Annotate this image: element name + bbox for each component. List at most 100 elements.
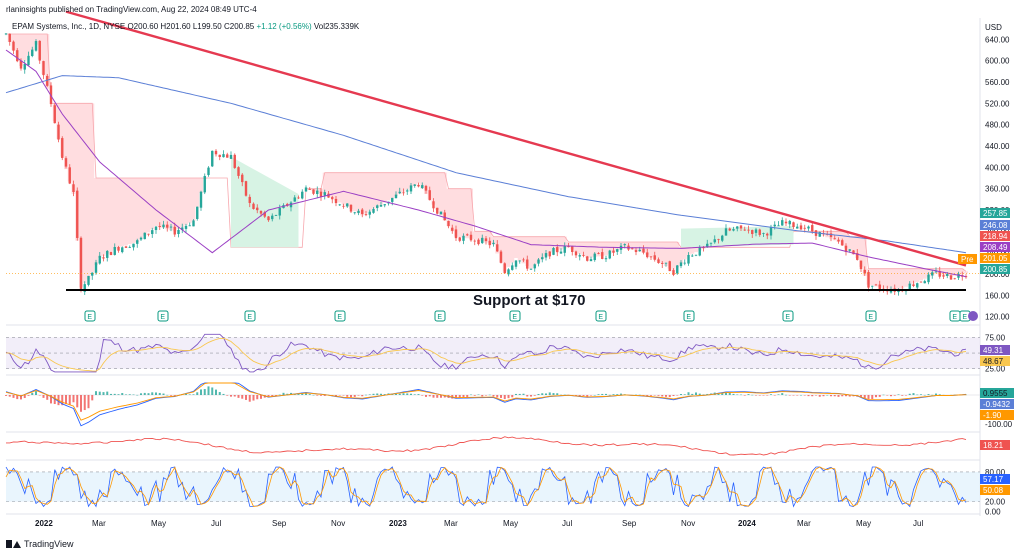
macd-histogram-bar	[413, 394, 416, 395]
macd-histogram-bar	[267, 395, 270, 398]
candle-body	[601, 252, 604, 259]
candle-body	[908, 283, 911, 291]
candle-body	[391, 197, 394, 202]
candle-body	[503, 263, 506, 274]
macd-histogram-bar	[785, 394, 787, 396]
macd-histogram-bar	[650, 395, 652, 396]
time-axis-tick: Sep	[272, 519, 287, 528]
macd-histogram-bar	[653, 395, 656, 396]
stoch-label-badge	[980, 485, 1010, 495]
macd-histogram-bar	[125, 394, 127, 395]
macd-histogram-bar	[736, 394, 739, 396]
macd-histogram-bar	[740, 394, 742, 396]
macd-histogram-bar	[230, 395, 232, 397]
macd-histogram-bar	[237, 395, 240, 398]
currency-label[interactable]: USD	[985, 23, 1002, 32]
candle-body	[788, 220, 791, 225]
macd-histogram-bar	[668, 395, 671, 398]
candle-body	[488, 240, 491, 246]
candle-body	[432, 201, 435, 209]
macd-histogram-bar	[691, 393, 694, 395]
earnings-marker-label: E	[437, 314, 442, 321]
macd-histogram-bar	[777, 394, 780, 395]
macd-histogram-bar	[590, 395, 592, 396]
candle-body	[8, 33, 11, 42]
candle-body	[143, 232, 146, 240]
candle-body	[784, 221, 788, 224]
macd-histogram-bar	[841, 395, 844, 397]
macd-histogram-bar	[717, 393, 720, 395]
macd-histogram-bar	[207, 386, 210, 395]
candle-body	[226, 154, 229, 158]
earnings-marker-label: E	[160, 314, 165, 321]
macd-histogram-bar	[297, 394, 300, 395]
candle-body	[109, 252, 113, 256]
candle-body	[368, 211, 371, 215]
candle-body	[428, 190, 431, 201]
candle-body	[859, 260, 863, 270]
rsi-signal-line	[5, 337, 967, 372]
candle-body	[91, 272, 94, 276]
candle-body	[889, 289, 893, 293]
earnings-marker-icon	[865, 310, 877, 322]
pre-market-badge	[958, 254, 977, 264]
tradingview-footer[interactable]: TradingView	[6, 539, 74, 549]
candle-body	[544, 253, 548, 258]
macd-histogram-bar	[766, 395, 769, 396]
macd-histogram-bar	[815, 395, 817, 396]
macd-histogram-bar	[683, 394, 686, 395]
candle-body	[342, 205, 345, 207]
pre-market-label: Pre	[961, 255, 974, 264]
macd-histogram-bar	[833, 395, 836, 397]
macd-histogram-bar	[27, 395, 30, 396]
ma-mid-line	[5, 49, 967, 278]
candle-body	[777, 225, 780, 227]
candle-body	[934, 271, 938, 273]
price-label-text: 201.05	[983, 254, 1008, 263]
macd-histogram-bar	[136, 394, 139, 396]
macd-histogram-bar	[128, 394, 131, 395]
candle-body	[458, 237, 461, 241]
macd-histogram-bar	[173, 395, 176, 396]
macd-histogram-bar	[905, 395, 907, 396]
macd-histogram-bar	[586, 395, 589, 398]
candle-body	[672, 270, 675, 275]
macd-histogram-bar	[886, 395, 889, 396]
macd-histogram-bar	[50, 395, 52, 404]
macd-histogram-bar	[31, 392, 34, 395]
stoch-axis-tick: 20.00	[985, 498, 1006, 507]
candle-body	[856, 253, 859, 260]
macd-histogram-bar	[440, 395, 442, 398]
candle-body	[642, 248, 645, 253]
macd-histogram-bar	[350, 395, 352, 398]
macd-histogram-bar	[481, 395, 484, 397]
candle-body	[451, 227, 454, 231]
macd-histogram-bar	[245, 395, 247, 400]
price-axis-tick: 520.00	[985, 99, 1010, 108]
candle-body	[612, 250, 615, 253]
macd-histogram-bar	[826, 394, 829, 396]
candle-body	[837, 239, 840, 242]
macd-histogram-bar	[353, 395, 356, 397]
macd-histogram-bar	[342, 395, 345, 396]
candle-body	[87, 275, 90, 285]
candle-body	[349, 204, 353, 212]
candle-body	[668, 261, 671, 272]
candle-body	[139, 237, 143, 240]
price-label-text: 246.08	[983, 221, 1008, 230]
macd-histogram-bar	[845, 395, 847, 397]
candle-body	[177, 230, 180, 235]
candle-body	[709, 242, 713, 244]
macd-histogram-bar	[196, 392, 199, 395]
time-axis-tick: Nov	[681, 519, 695, 528]
candle-body	[27, 55, 30, 66]
candle-body	[646, 252, 649, 258]
time-axis-tick: May	[151, 519, 166, 528]
candle-body	[218, 154, 221, 157]
candle-body	[121, 247, 124, 253]
macd-histogram-bar	[931, 394, 934, 396]
macd-histogram-bar	[477, 394, 480, 396]
candle-body	[214, 150, 218, 155]
candle-body	[297, 197, 300, 199]
